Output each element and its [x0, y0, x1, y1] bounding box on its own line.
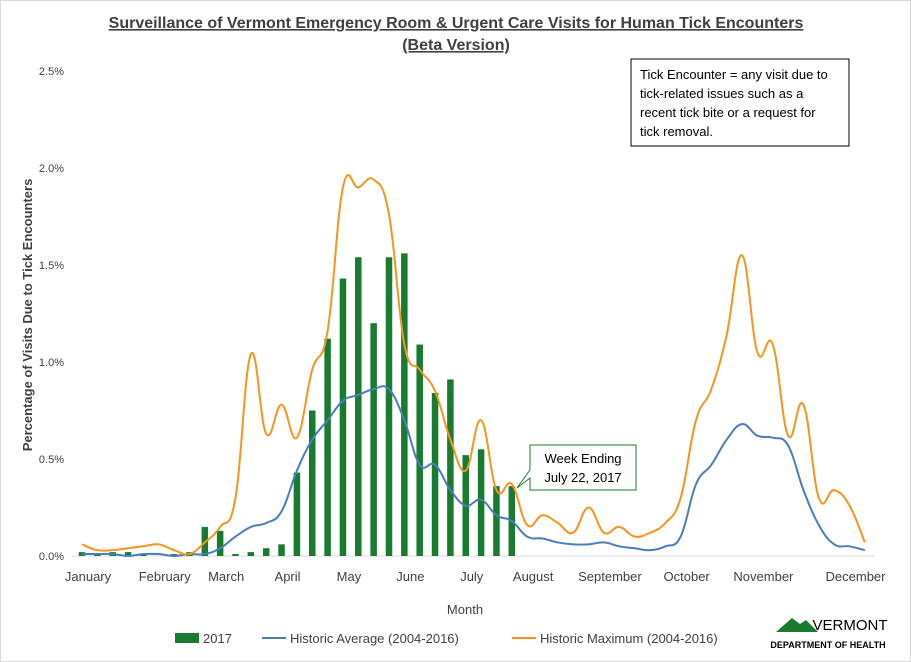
bar — [124, 552, 132, 556]
info-text: tick-related issues such as a — [640, 86, 804, 101]
legend-label: 2017 — [203, 631, 232, 646]
logo-name: VERMONT — [813, 617, 888, 634]
x-tick-label: February — [139, 569, 192, 584]
info-box — [630, 58, 850, 147]
bar — [493, 486, 500, 556]
bar — [385, 257, 393, 556]
bar — [355, 257, 362, 556]
x-axis-title: Month — [447, 602, 483, 617]
x-tick-label: April — [275, 569, 301, 584]
x-tick-label: January — [65, 569, 112, 584]
legend-label: Historic Maximum (2004-2016) — [540, 631, 718, 646]
logo: VERMONT DEPARTMENT OF HEALTH — [770, 617, 887, 650]
bar — [431, 393, 439, 556]
callout-box — [516, 444, 637, 491]
bar — [278, 544, 285, 556]
x-tick-label: November — [733, 569, 794, 584]
x-tick-label: August — [513, 569, 554, 584]
y-tick-label: 0.5% — [39, 454, 64, 466]
x-tick-label: July — [460, 569, 484, 584]
bar — [339, 278, 347, 556]
bar — [401, 253, 408, 557]
x-tick-label: June — [396, 569, 424, 584]
x-tick-label: May — [337, 569, 362, 584]
bar — [262, 548, 270, 556]
y-tick-label: 1.5% — [39, 260, 64, 272]
info-text: recent tick bite or a request for — [640, 105, 816, 120]
bar — [447, 379, 454, 556]
line — [82, 385, 866, 558]
bar — [247, 552, 255, 556]
y-axis-title: Percentage of Visits Due to Tick Encount… — [20, 179, 35, 452]
line — [81, 173, 866, 556]
x-tick-label: October — [664, 569, 711, 584]
x-tick-label: March — [208, 569, 244, 584]
chart-subtitle: (Beta Version) — [402, 37, 510, 54]
x-tick-label: September — [578, 569, 642, 584]
chart-title: Surveillance of Vermont Emergency Room &… — [109, 15, 804, 32]
callout-text: Week Ending — [544, 451, 621, 466]
bar — [293, 472, 301, 556]
y-tick-label: 2.5% — [39, 66, 64, 78]
bar — [416, 344, 423, 556]
y-tick-label: 2.0% — [39, 163, 64, 175]
bar — [477, 449, 485, 556]
y-tick-label: 0.0% — [39, 551, 64, 563]
x-tick-label: December — [826, 569, 887, 584]
bar — [232, 554, 239, 556]
logo-subtitle: DEPARTMENT OF HEALTH — [770, 640, 885, 650]
bar — [309, 410, 316, 556]
info-text: Tick Encounter = any visit due to — [640, 67, 828, 82]
y-tick-label: 1.0% — [39, 357, 64, 369]
bar — [324, 338, 331, 556]
info-text: tick removal. — [640, 124, 713, 139]
bar — [370, 323, 377, 556]
legend-swatch — [175, 633, 199, 643]
callout-text: July 22, 2017 — [544, 470, 621, 485]
legend-label: Historic Average (2004-2016) — [290, 631, 459, 646]
bar — [216, 530, 224, 556]
logo-mountain — [776, 618, 818, 632]
